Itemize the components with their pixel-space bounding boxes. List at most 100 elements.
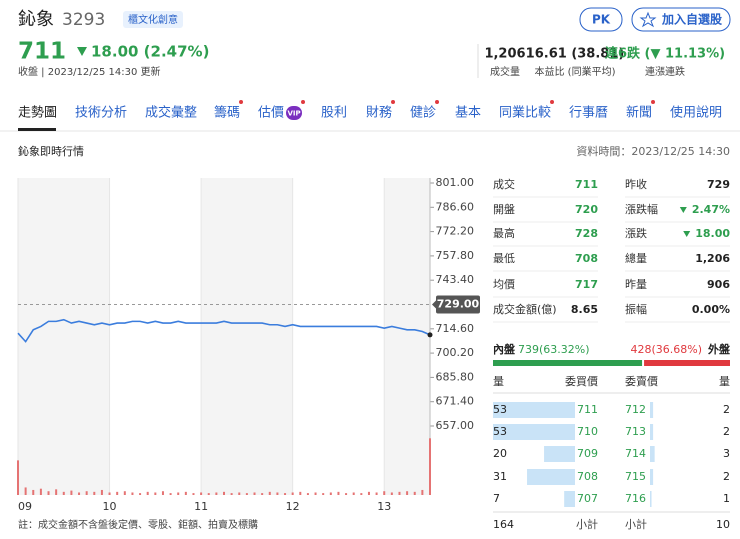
quote-label: 昨量 — [625, 278, 647, 291]
watch-label[interactable]: 加入自選股 — [661, 12, 723, 27]
tab-dot — [391, 100, 396, 104]
inner-label: 內盤 — [493, 342, 516, 356]
stat-label: 本益比 (同業平均) — [535, 65, 616, 78]
volume-bar — [161, 491, 164, 495]
volume-bar — [192, 493, 195, 495]
tab-active — [18, 128, 56, 131]
tab[interactable]: 同業比較 — [499, 105, 551, 121]
down-arrow — [77, 47, 87, 56]
quote-value: 717 — [575, 278, 598, 291]
tab-dot — [301, 100, 306, 104]
quote-label: 漲跌幅 — [625, 202, 658, 216]
volume-bar — [375, 492, 378, 495]
volume-bar — [360, 493, 363, 495]
stat-value: 連6跌 (▼ 11.13%) — [605, 46, 725, 62]
y-tick-label: 657.00 — [436, 419, 475, 432]
volume-bar — [322, 493, 325, 495]
tab[interactable]: 籌碼 — [214, 106, 240, 121]
volume-bar — [177, 492, 180, 495]
tab[interactable]: 技術分析 — [75, 106, 127, 121]
watch-button[interactable] — [631, 7, 731, 32]
quote-label: 最低 — [493, 252, 515, 265]
tab[interactable]: 估價 — [258, 106, 284, 121]
quote-label: 開盤 — [493, 203, 515, 216]
x-tick-label: 11 — [194, 500, 208, 513]
volume-bar — [39, 488, 42, 495]
tab[interactable]: 走勢圖 — [18, 106, 57, 121]
tab[interactable]: 使用說明 — [670, 105, 722, 121]
volume-bar — [62, 491, 65, 495]
pk-label[interactable]: PK — [592, 13, 611, 27]
bid-price: 710 — [577, 425, 598, 438]
hour-band — [18, 178, 110, 495]
x-tick-label: 13 — [377, 500, 391, 513]
quote-value: 0.00% — [692, 303, 730, 316]
tab-dot — [651, 100, 656, 104]
vip-badge-bg — [286, 106, 303, 120]
y-tick-label: 671.40 — [436, 395, 475, 408]
volume-bar — [223, 491, 225, 495]
volume-bar — [421, 489, 424, 495]
tab[interactable]: 健診 — [410, 105, 436, 121]
bid-volume: 7 — [493, 492, 500, 505]
quote-value: 720 — [575, 203, 598, 216]
outer-value: 428(36.68%) — [630, 343, 702, 356]
bid-price: 709 — [577, 447, 598, 460]
tab[interactable]: 基本 — [455, 106, 481, 121]
quote-label: 成交金額(億) — [493, 302, 557, 316]
y-tick-label: 772.20 — [436, 225, 475, 238]
tab[interactable]: 新聞 — [626, 105, 652, 121]
volume-bar — [383, 491, 386, 495]
reference-label: 729.00 — [437, 298, 480, 311]
volume-bar — [230, 493, 233, 495]
price: 711 — [18, 39, 66, 65]
pk-button[interactable] — [579, 7, 623, 32]
reference-label-bg — [436, 295, 480, 314]
ask-volume: 3 — [723, 447, 730, 460]
volume-bar — [398, 491, 401, 495]
bid-bar — [493, 402, 575, 418]
stock-code: 3293 — [62, 10, 105, 30]
volume-bar — [123, 491, 126, 495]
volume-bar — [314, 492, 317, 495]
hour-band — [201, 178, 293, 495]
tab[interactable]: 成交彙整 — [145, 105, 197, 121]
volume-bar — [85, 491, 88, 495]
tab[interactable]: 股利 — [321, 106, 347, 121]
ask-bar — [650, 424, 654, 440]
volume-bar — [154, 492, 157, 495]
quote-label: 漲跌 — [625, 226, 647, 240]
inner-value: 739(63.32%) — [518, 343, 590, 356]
quote-value: 708 — [575, 252, 598, 265]
volume-bar — [131, 492, 134, 495]
down-arrow — [679, 207, 687, 213]
bid-volume: 31 — [493, 470, 507, 483]
quote-label: 均價 — [493, 277, 515, 291]
volume-bar — [337, 491, 340, 495]
volume-bar — [390, 492, 393, 495]
volume-bar — [245, 493, 248, 495]
tag-bg — [123, 11, 183, 28]
bid-price: 708 — [577, 470, 598, 483]
bid-total: 164 — [493, 518, 514, 531]
volume-bar — [306, 493, 309, 495]
quote-label: 最高 — [493, 226, 515, 240]
volume-bar — [47, 491, 50, 495]
y-tick-label: 685.80 — [436, 370, 475, 383]
y-tick-label: 714.60 — [436, 322, 475, 335]
section-time: 資料時間：2023/12/25 14:30 — [576, 144, 730, 158]
quote-value: 728 — [575, 227, 598, 240]
change: 18.00 (2.47%) — [91, 43, 209, 61]
tab[interactable]: 行事曆 — [569, 106, 608, 121]
volume-bar — [100, 489, 103, 495]
tab[interactable]: 財務 — [366, 106, 392, 121]
ask-price: 713 — [625, 425, 646, 438]
ask-price: 715 — [625, 470, 646, 483]
y-tick-label: 743.40 — [436, 273, 475, 286]
volume-bar — [299, 491, 302, 495]
x-tick-label: 12 — [286, 500, 300, 513]
volume-bar — [17, 460, 19, 495]
bid-bar — [527, 469, 575, 485]
ask-volume: 2 — [723, 425, 730, 438]
